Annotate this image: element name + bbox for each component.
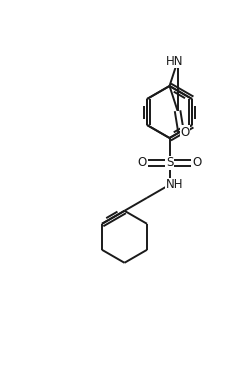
Text: O: O — [180, 126, 189, 139]
Text: O: O — [137, 156, 146, 169]
Text: O: O — [191, 156, 200, 169]
Text: HN: HN — [165, 55, 182, 68]
Text: NH: NH — [165, 178, 182, 191]
Text: S: S — [165, 156, 172, 169]
